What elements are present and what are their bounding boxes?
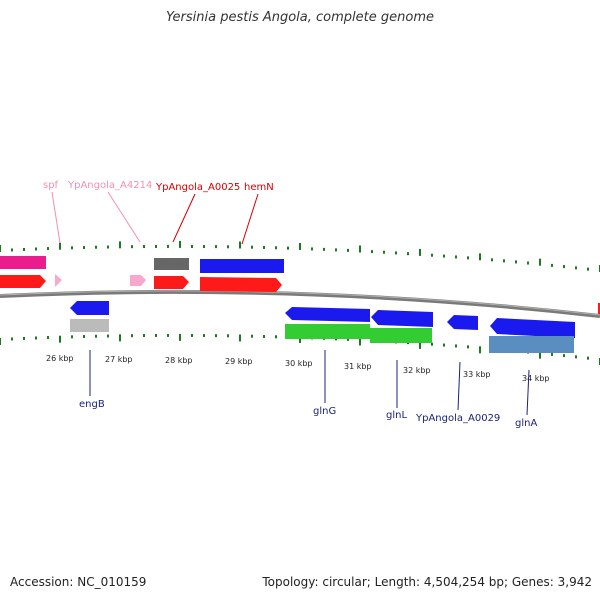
gene-glnL-arrow[interactable] <box>371 310 433 327</box>
gene-gray-block[interactable] <box>154 258 189 270</box>
label-YpAngola_A0029[interactable]: YpAngola_A0029 <box>415 413 500 424</box>
scale-label-28kbp: 28 kbp <box>165 356 193 365</box>
scale-label-34kbp: 34 kbp <box>522 374 550 383</box>
bottom-label-leaders <box>89 350 530 416</box>
top-gene-labels: spf YpAngola_A4214 YpAngola_A0025 hemN <box>43 180 274 193</box>
genome-summary-text: Topology: circular; Length: 4,504,254 bp… <box>262 575 592 589</box>
scale-label-33kbp: 33 kbp <box>463 370 491 379</box>
glnA-leader-line <box>526 369 530 416</box>
genome-backbone <box>0 289 600 318</box>
label-spf[interactable]: spf <box>43 180 59 191</box>
scale-label-31kbp: 31 kbp <box>344 362 372 371</box>
gene-pink-block[interactable] <box>0 256 46 269</box>
label-YpAngola_A0025[interactable]: YpAngola_A0025 <box>155 182 240 193</box>
scale-label-26kbp: 26 kbp <box>46 354 74 363</box>
label-glnL[interactable]: glnL <box>386 410 407 421</box>
gene-spf-arrow[interactable] <box>55 274 62 287</box>
scale-label-27kbp: 27 kbp <box>105 355 133 364</box>
YpAngola_A0029-leader-line <box>457 361 461 411</box>
gene-red-arrow-left[interactable] <box>0 275 46 288</box>
map-title: Yersinia pestis Angola, complete genome <box>166 10 434 25</box>
gene-YpAngola_A4214-arrow[interactable] <box>130 275 146 286</box>
gene-hemN-arrow[interactable] <box>200 277 282 292</box>
gene-glnL-green-block[interactable] <box>370 328 432 343</box>
accession-text: Accession: NC_010159 <box>10 575 147 589</box>
hemN-leader-line <box>241 193 259 245</box>
label-engB[interactable]: engB <box>79 399 105 410</box>
scale-label-30kbp: 30 kbp <box>285 359 313 368</box>
scale-label-32kbp: 32 kbp <box>403 366 431 375</box>
reverse-features <box>70 301 600 353</box>
gene-glnA-steelblue-block[interactable] <box>489 336 574 353</box>
gene-YpAngola_A0025-arrow[interactable] <box>154 276 189 289</box>
YpAngola_A4214-leader-line <box>107 191 141 243</box>
bottom-gene-labels: engB glnG glnL YpAngola_A0029 glnA <box>79 399 537 429</box>
gene-glnA-arrow[interactable] <box>490 318 575 338</box>
gene-edge-red-marker[interactable] <box>598 303 600 314</box>
upper-tick-row <box>0 240 600 272</box>
gene-glnG-arrow[interactable] <box>285 307 370 322</box>
scale-label-29kbp: 29 kbp <box>225 357 253 366</box>
gene-engB-gray-block[interactable] <box>70 319 109 332</box>
gene-blue-block[interactable] <box>200 259 284 273</box>
label-glnA[interactable]: glnA <box>515 418 537 429</box>
gene-YpAngola_A0029-arrow[interactable] <box>447 315 478 330</box>
YpAngola_A0025-leader-line <box>172 193 196 243</box>
top-label-leaders <box>51 191 259 245</box>
gene-glnG-green-block[interactable] <box>285 324 370 339</box>
spf-leader-line <box>51 191 61 244</box>
label-hemN[interactable]: hemN <box>244 182 274 193</box>
label-glnG[interactable]: glnG <box>313 406 336 417</box>
backbone-highlight <box>0 290 600 316</box>
gene-engB-arrow[interactable] <box>70 301 109 315</box>
forward-features <box>0 256 284 292</box>
label-YpAngola_A4214[interactable]: YpAngola_A4214 <box>67 180 152 191</box>
scale-labels: 26 kbp 27 kbp 28 kbp 29 kbp 30 kbp 31 kb… <box>46 354 550 383</box>
